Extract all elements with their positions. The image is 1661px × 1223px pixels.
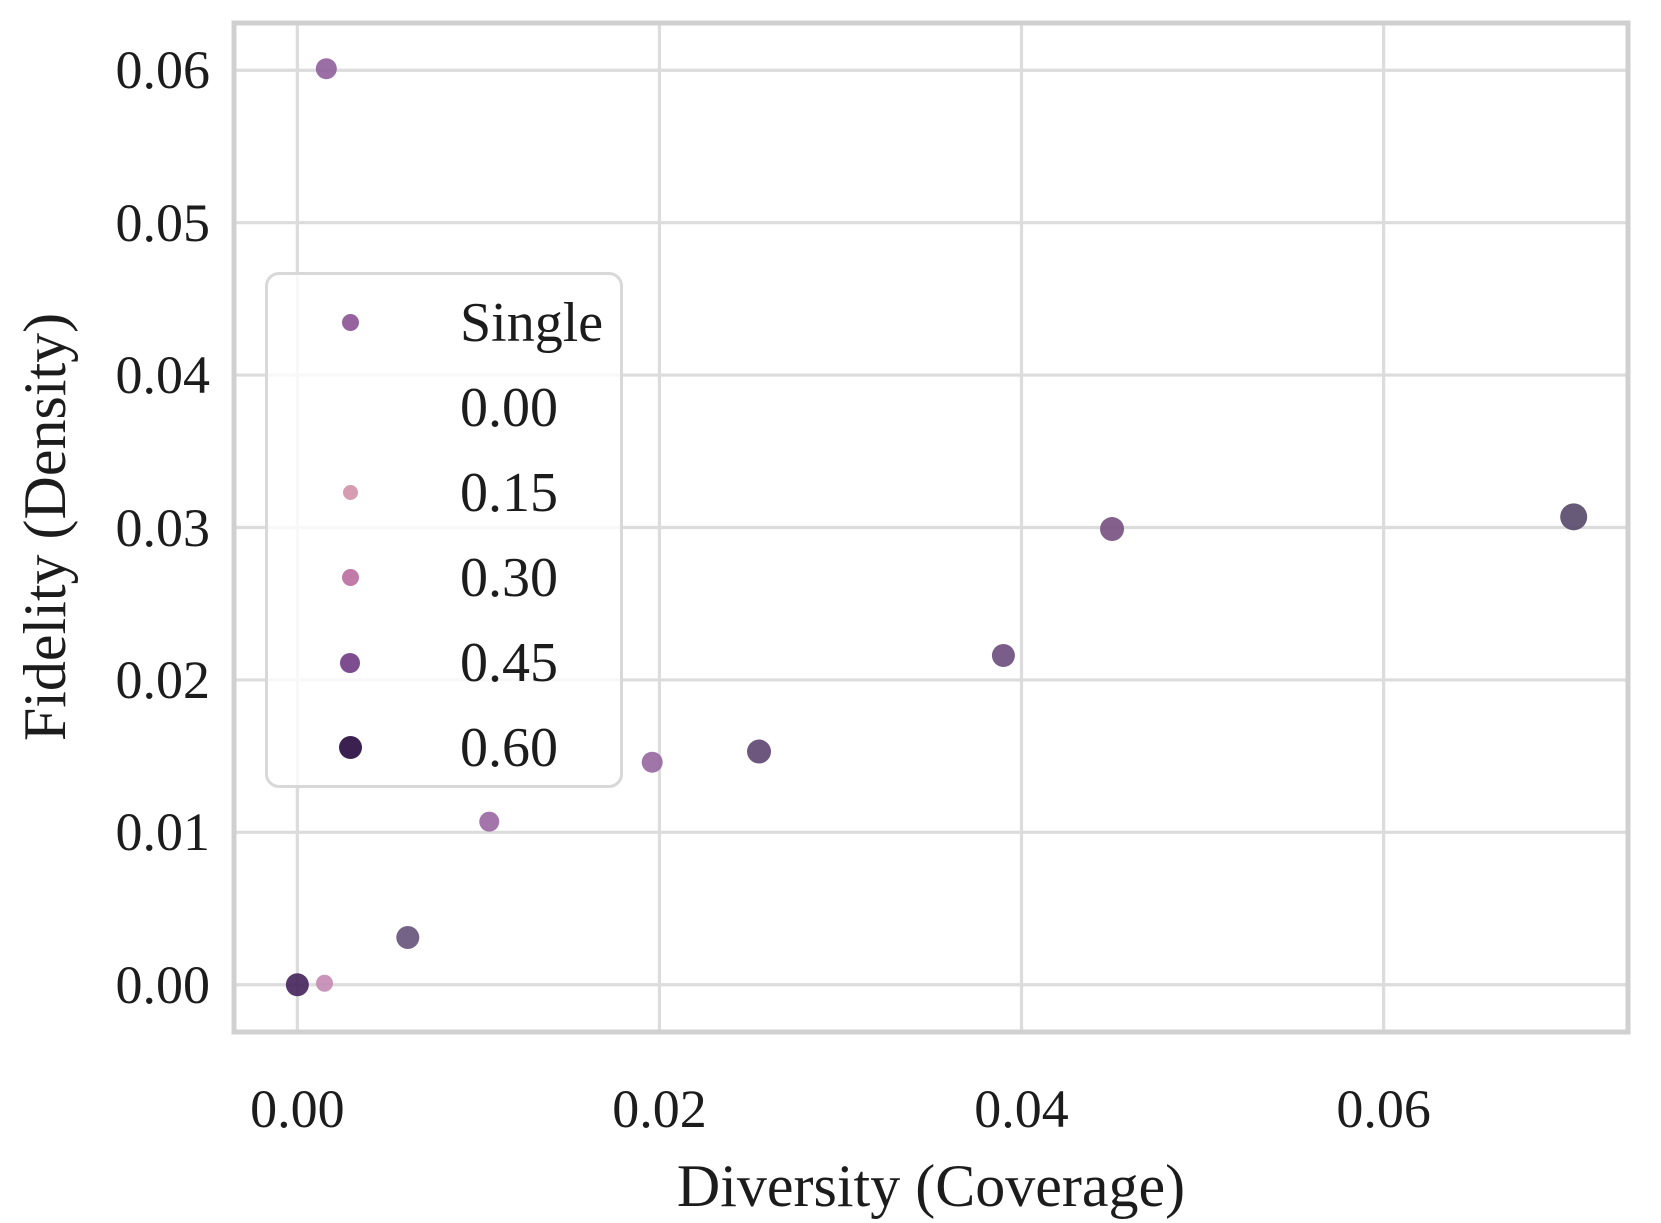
data-point [396, 926, 420, 950]
legend-entry: Single [268, 280, 620, 365]
data-point [1560, 503, 1588, 531]
legend-marker-icon [324, 652, 376, 673]
y-tick-label: 0.02 [115, 649, 211, 710]
legend-entry-label: 0.30 [460, 546, 558, 609]
legend-marker-icon [324, 314, 376, 331]
x-axis-label: Diversity (Coverage) [676, 1153, 1186, 1219]
data-point [1100, 517, 1125, 542]
legend-entry: 0.60 [268, 705, 620, 790]
x-tick-label: 0.00 [250, 1079, 345, 1139]
legend-entry-label: 0.45 [460, 631, 558, 694]
y-tick-label: 0.03 [115, 497, 211, 558]
data-point [285, 973, 309, 997]
x-tick-label: 0.06 [1336, 1079, 1431, 1139]
data-point [315, 58, 337, 80]
legend-entry: 0.45 [268, 620, 620, 705]
legend-entry-label: Single [460, 291, 604, 354]
legend-marker-icon [324, 736, 376, 759]
data-point [747, 739, 772, 764]
plot-border [231, 20, 1631, 1035]
legend-entry-label: 0.00 [460, 376, 558, 439]
data-point [641, 751, 663, 773]
y-tick-label: 0.00 [115, 954, 211, 1015]
legend-entry-label: 0.15 [460, 461, 558, 524]
data-point [991, 644, 1015, 668]
y-axis-label: Fidelity (Density) [12, 312, 78, 742]
data-point [316, 974, 334, 992]
legend-entry: 0.15 [268, 450, 620, 535]
legend-marker-icon [324, 569, 376, 586]
legend-marker-icon [324, 485, 376, 500]
x-tick-label: 0.04 [974, 1079, 1069, 1139]
data-point [479, 811, 500, 832]
legend-entry: 0.30 [268, 535, 620, 620]
legend-entry-label: 0.60 [460, 716, 558, 779]
y-tick-label: 0.01 [115, 802, 211, 863]
y-tick-label: 0.05 [115, 192, 211, 253]
y-tick-label: 0.06 [115, 40, 211, 101]
y-tick-label: 0.04 [115, 345, 211, 406]
legend: Single 0.00 0.15 0.30 0.45 0.60 [265, 272, 623, 788]
x-tick-label: 0.02 [612, 1079, 707, 1139]
legend-entry: 0.00 [268, 365, 620, 450]
